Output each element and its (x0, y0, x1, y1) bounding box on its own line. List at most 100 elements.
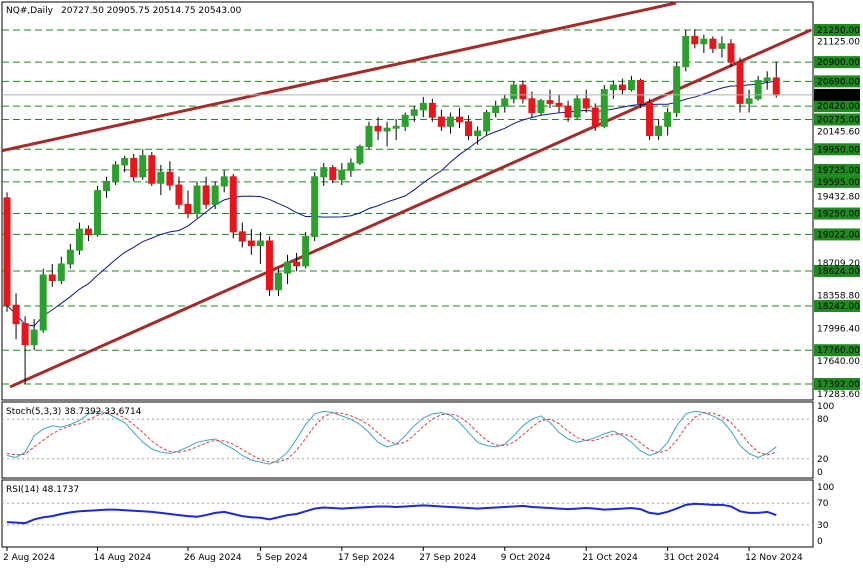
candle-body (573, 98, 581, 118)
candle-body (329, 167, 337, 181)
candle-body (139, 155, 147, 178)
candle-body (401, 114, 409, 127)
candle-body (392, 125, 400, 129)
candle-body (365, 125, 373, 148)
candle-body (700, 38, 708, 45)
osc-tick-label: 20 (817, 455, 829, 465)
candle-body (474, 130, 482, 137)
time-tick-label: 26 Aug 2024 (184, 553, 242, 563)
level-tag: 18624.00 (817, 267, 860, 277)
candle-body (75, 228, 83, 251)
osc-tick-label: 0 (817, 537, 823, 547)
symbol-header: NQ#,Daily (6, 6, 54, 16)
stoch-pane: 100 80 20 0 (2, 402, 834, 478)
level-tag-bg (814, 264, 860, 277)
osc-tick-label: 0 (817, 468, 823, 478)
candle-body (39, 274, 47, 331)
candle-body (112, 164, 120, 182)
osc-tick-label: 100 (817, 402, 834, 412)
time-tick-label: 21 Oct 2024 (582, 553, 638, 563)
ohlc-header: 20727.50 20905.75 20514.75 20543.00 (61, 6, 242, 16)
candle-body (30, 329, 38, 346)
candle-body (302, 235, 310, 267)
level-tag-bg (814, 228, 860, 241)
candle-body (383, 127, 391, 132)
candle-body (600, 89, 608, 127)
candle-body (48, 274, 56, 281)
candle-body (202, 185, 210, 205)
price-tick-label: 17283.60 (817, 390, 860, 400)
candle-body (763, 77, 771, 81)
price-tick-label: 21125.00 (817, 37, 860, 47)
current-price-tag-bg (814, 88, 860, 101)
level-tag-bg (814, 300, 860, 313)
rsi-pane-frame (1, 479, 814, 548)
osc-series-RSI (6, 502, 777, 525)
rsi-title: RSI(14) 48.1737 (6, 485, 79, 495)
moving-average (6, 80, 777, 327)
candle-body (275, 272, 282, 291)
candle-body (655, 125, 663, 137)
osc-series-signal (6, 412, 777, 463)
level-tag: 19725.00 (817, 166, 860, 176)
osc-tick-label: 100 (817, 483, 834, 493)
candle-body (84, 228, 92, 236)
price-tick-label: 19432.80 (817, 193, 860, 203)
time-tick-label: 12 Nov 2024 (745, 553, 803, 563)
stoch-pane-frame (1, 401, 814, 479)
lower-trendline (9, 28, 812, 389)
candle-body (627, 79, 635, 91)
time-tick-label: 5 Sep 2024 (256, 553, 308, 563)
level-tag-bg (814, 344, 860, 357)
osc-tick-label: 70 (817, 499, 829, 509)
level-tag-bg (814, 75, 860, 88)
candle-body (709, 38, 717, 49)
level-tag-bg (814, 175, 860, 188)
osc-series-main (6, 410, 777, 465)
price-tick-label: 18358.80 (817, 291, 860, 301)
candle-body (130, 157, 138, 178)
level-tag: 19022.00 (817, 230, 860, 240)
current-price-tag: 20543.00 (817, 91, 860, 101)
candle-body (410, 109, 418, 116)
candle-body (347, 162, 355, 171)
level-tag-bg (814, 100, 860, 113)
candle-body (673, 66, 681, 114)
price-tick-label: 17996.40 (817, 325, 860, 335)
candle-body (646, 102, 654, 137)
candle-body (637, 79, 644, 104)
level-tag-bg (814, 163, 860, 176)
time-axis: 2 Aug 2024 14 Aug 2024 26 Aug 2024 5 Sep 20… (3, 547, 803, 563)
candle-body (510, 84, 518, 100)
candle-body (754, 79, 762, 100)
candle-body (293, 261, 301, 267)
time-tick-label: 31 Oct 2024 (664, 553, 720, 563)
price-axis: 21250.00 20900.00 20690.00 20420.00 20275.00… (814, 24, 860, 400)
level-tag: 19250.00 (817, 210, 860, 220)
candle-body (519, 84, 527, 100)
candle-body (609, 84, 617, 91)
candle-body (220, 176, 228, 187)
candle-body (148, 155, 156, 184)
candle-body (94, 190, 101, 236)
candle-body (745, 98, 753, 104)
stoch-title: Stoch(5,3,3) 38.7392 33.6714 (6, 407, 142, 417)
candle-body (591, 107, 599, 127)
ma-line (6, 80, 777, 327)
candle-body (3, 197, 11, 306)
candle-body (465, 121, 473, 137)
candle-body (184, 203, 192, 215)
level-tag: 19950.00 (817, 145, 860, 155)
candle-body (564, 105, 572, 118)
main-pane-frame (1, 1, 814, 401)
candle-body (175, 184, 183, 205)
level-tag: 20275.00 (817, 115, 860, 125)
candle-body (256, 240, 264, 247)
level-tag: 17760.00 (817, 346, 860, 356)
level-tag: 21250.00 (817, 26, 860, 36)
time-tick-label: 14 Aug 2024 (94, 553, 152, 563)
candle-body (718, 43, 726, 49)
candle-body (157, 171, 165, 184)
